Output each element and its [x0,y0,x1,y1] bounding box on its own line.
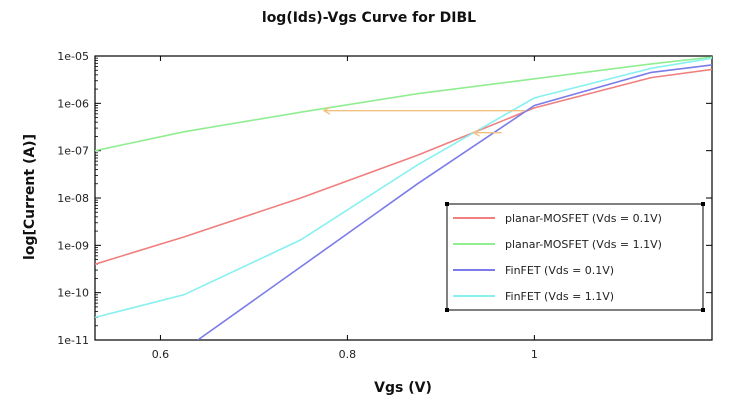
y-tick-label: 1e-10 [57,287,89,300]
series-layer [95,56,712,340]
y-tick-label: 1e-07 [57,145,89,158]
y-axis: 1e-11 1e-10 1e-09 1e-08 1e-07 1e-06 1e-05 [57,50,712,347]
legend-corner [701,308,705,312]
legend-label-1: planar-MOSFET (Vds = 0.1V) [505,212,662,225]
legend-label-3: FinFET (Vds = 0.1V) [505,264,614,277]
chart-title: log(Ids)-Vgs Curve for DIBL [262,10,476,26]
x-axis: 0.6 0.8 1 [152,56,538,361]
series-line-1 [95,68,712,265]
legend-corner [445,308,449,312]
legend-label-2: planar-MOSFET (Vds = 1.1V) [505,238,662,251]
x-tick-label: 0.6 [152,348,170,361]
x-axis-label: Vgs (V) [374,380,432,396]
legend-corner [445,202,449,206]
legend-box [446,203,704,311]
legend: planar-MOSFET (Vds = 0.1V) planar-MOSFET … [445,202,705,312]
y-axis-label: log[Current (A)] [22,134,38,260]
series-line-3 [197,64,712,340]
annotation-arrowhead-2 [472,128,480,137]
x-tick-label: 0.8 [339,348,357,361]
annotation-arrowhead-1 [322,106,331,115]
y-tick-label: 1e-08 [57,192,89,205]
y-tick-label: 1e-09 [57,239,89,252]
series-line-4 [95,57,712,319]
y-tick-label: 1e-06 [57,97,89,110]
legend-corner [701,202,705,206]
annotation-layer [322,106,526,137]
legend-label-4: FinFET (Vds = 1.1V) [505,290,614,303]
x-tick-label: 1 [531,348,538,361]
y-tick-label: 1e-05 [57,50,89,63]
series-line-2 [95,56,712,152]
y-tick-label: 1e-11 [57,334,89,347]
